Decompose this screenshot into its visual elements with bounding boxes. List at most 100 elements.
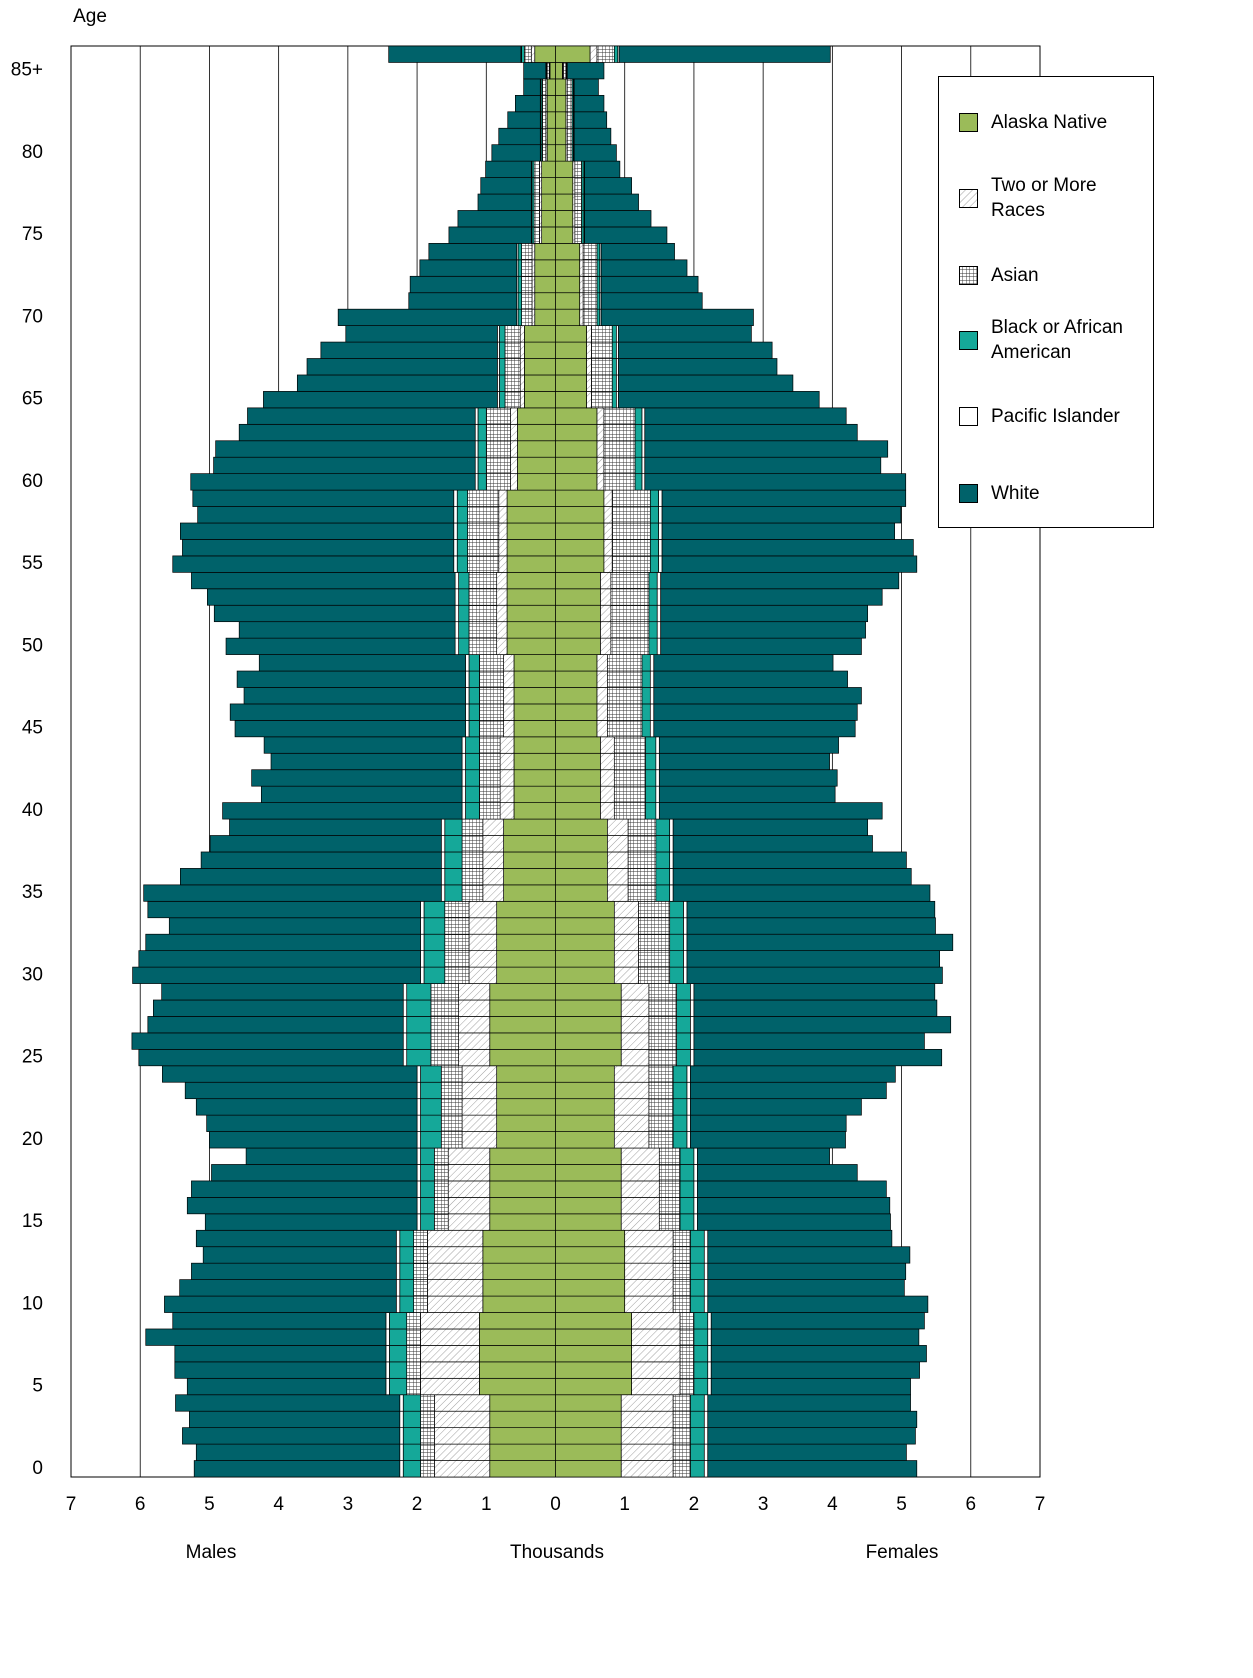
bar-segment — [649, 720, 655, 738]
bar-segment — [672, 1279, 691, 1297]
bar-segment — [416, 1147, 421, 1165]
bar-segment — [507, 111, 541, 129]
bar-segment — [541, 177, 556, 195]
bar-segment — [258, 654, 466, 672]
bar-segment — [524, 325, 556, 343]
bar-segment — [641, 423, 646, 442]
bar-segment — [434, 1213, 449, 1231]
bar-segment — [672, 835, 873, 853]
bar-segment — [707, 1246, 911, 1264]
bar-segment — [489, 999, 556, 1017]
bar-segment — [669, 851, 674, 869]
bar-segment — [172, 1312, 387, 1330]
bar-segment — [618, 358, 778, 376]
bar-segment — [679, 1164, 695, 1182]
bar-segment — [461, 868, 484, 886]
bar-segment — [420, 1361, 480, 1379]
bar-segment — [555, 785, 601, 803]
bar-segment — [458, 637, 470, 655]
bar-segment — [690, 1048, 695, 1067]
bar-segment — [243, 687, 466, 705]
bar-segment — [222, 802, 463, 820]
bar-segment — [510, 440, 518, 458]
bar-segment — [504, 341, 521, 359]
bar-segment — [555, 1460, 622, 1478]
bar-segment — [461, 752, 466, 771]
bar-segment — [517, 292, 522, 310]
bar-segment — [707, 1312, 712, 1330]
bar-segment — [423, 933, 446, 952]
bar-segment — [610, 604, 650, 623]
bar-segment — [534, 292, 556, 310]
bar-segment — [693, 1345, 709, 1363]
bar-segment — [506, 621, 556, 639]
bar-segment — [420, 1377, 480, 1396]
bar-segment — [444, 884, 463, 902]
bar-segment — [519, 374, 525, 392]
bar-segment — [479, 736, 501, 754]
bar-segment — [603, 440, 636, 458]
bar-segment — [641, 473, 646, 491]
bar-segment — [645, 736, 657, 754]
bar-segment — [660, 588, 883, 606]
bar-segment — [517, 440, 556, 458]
bar-segment — [519, 358, 525, 376]
bar-segment — [582, 292, 598, 310]
bar-segment — [600, 243, 675, 261]
bar-segment — [579, 259, 584, 277]
x-tick-label: 0 — [550, 1494, 561, 1515]
bar-segment — [513, 687, 556, 705]
bar-segment — [499, 752, 515, 771]
bar-segment — [440, 851, 446, 869]
bar-segment — [710, 1312, 925, 1330]
bar-segment — [555, 1312, 632, 1330]
bar-segment — [611, 341, 617, 359]
bar-segment — [402, 1032, 408, 1050]
bar-segment — [672, 1114, 688, 1132]
legend-swatch — [959, 484, 978, 503]
bar-segment — [611, 506, 651, 524]
bar-segment — [430, 999, 459, 1017]
bar-segment — [423, 900, 446, 919]
bar-segment — [213, 604, 456, 623]
bar-segment — [453, 522, 458, 540]
bar-segment — [482, 818, 504, 836]
bar-segment — [213, 456, 476, 475]
bar-segment — [631, 1377, 681, 1396]
bar-segment — [555, 966, 615, 984]
bar-segment — [573, 78, 599, 96]
bar-segment — [406, 1048, 432, 1067]
bar-segment — [555, 506, 605, 524]
bar-segment — [480, 177, 532, 195]
bar-segment — [596, 473, 605, 491]
bar-segment — [648, 588, 658, 606]
bar-segment — [555, 802, 601, 820]
bar-segment — [648, 1016, 677, 1034]
bar-segment — [513, 654, 556, 672]
bar-segment — [389, 1328, 408, 1346]
bar-segment — [596, 243, 601, 261]
bar-segment — [555, 1016, 622, 1034]
bar-segment — [524, 391, 556, 409]
bar-segment — [498, 127, 541, 146]
bar-segment — [555, 900, 615, 919]
bar-segment — [489, 1164, 556, 1182]
bar-segment — [613, 1098, 650, 1116]
bar-segment — [658, 555, 663, 573]
bar-segment — [521, 259, 533, 277]
bar-segment — [499, 358, 506, 376]
bar-segment — [679, 1328, 695, 1346]
bar-segment — [555, 423, 598, 442]
bar-segment — [690, 1394, 705, 1412]
bar-segment — [555, 868, 608, 886]
bar-segment — [465, 654, 470, 672]
bar-segment — [531, 243, 536, 261]
bar-segment — [546, 111, 556, 129]
bar-segment — [263, 391, 498, 409]
bar-segment — [247, 407, 476, 425]
bar-segment — [524, 374, 556, 392]
bar-segment — [296, 374, 498, 392]
bar-segment — [655, 769, 660, 787]
bar-segment — [506, 604, 556, 623]
bar-segment — [534, 259, 556, 277]
